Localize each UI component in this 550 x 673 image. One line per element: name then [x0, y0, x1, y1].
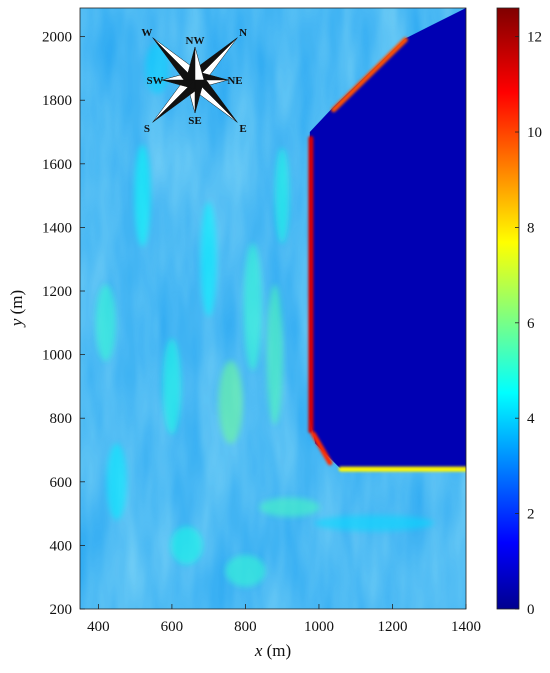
- compass-rose: N NE E SE S SW W NW: [141, 27, 247, 135]
- x-axis-label: x (m): [254, 641, 291, 660]
- y-tick-label: 200: [50, 602, 73, 618]
- land-mass: [309, 8, 466, 470]
- velocity-streak: [200, 201, 217, 317]
- velocity-streak: [145, 42, 170, 94]
- x-tick-label: 400: [87, 619, 110, 635]
- velocity-streak: [106, 443, 127, 520]
- plot-frame: [79, 7, 467, 610]
- x-tick-label: 800: [234, 619, 257, 635]
- velocity-streak: [218, 360, 243, 444]
- colorbar-tick-label: 2: [527, 507, 535, 523]
- y-axis: 200 400 600 800 1000 1200 1400 1600 1800 2000: [42, 30, 85, 618]
- compass-label: NE: [227, 75, 242, 87]
- colorbar-tick-label: 4: [527, 411, 535, 427]
- velocity-streak: [314, 515, 435, 532]
- high-speed-edge: [310, 431, 333, 466]
- high-speed-edge: [331, 37, 408, 113]
- high-speed-edges: [308, 37, 466, 472]
- compass-label: W: [141, 27, 152, 39]
- y-tick-label: 1400: [42, 220, 72, 236]
- compass-label: S: [144, 123, 150, 135]
- velocity-streak: [243, 243, 262, 371]
- x-tick-label: 600: [161, 619, 184, 635]
- x-axis: 400 600 800 1000 1200 1400: [87, 604, 481, 635]
- y-tick-label: 2000: [42, 30, 72, 46]
- colorbar-tick-label: 10: [527, 125, 542, 141]
- compass-label: SE: [188, 115, 201, 127]
- velocity-streak: [170, 526, 203, 565]
- land-polygon: [309, 8, 466, 470]
- velocity-streak: [259, 497, 320, 517]
- plot-area: N NE E SE S SW W NW: [80, 8, 466, 609]
- velocity-highlights: [95, 42, 435, 587]
- colorbar-tick-label: 0: [527, 602, 535, 618]
- velocity-streak: [225, 554, 266, 587]
- colorbar-tick-label: 12: [527, 30, 542, 46]
- x-tick-label: 1000: [304, 619, 334, 635]
- velocity-streak: [162, 338, 181, 435]
- colorbar-ticks: 0 2 4 6 8 10 12: [515, 30, 542, 618]
- velocity-streak: [266, 284, 283, 425]
- x-tick-label: 1400: [451, 619, 481, 635]
- y-tick-label: 400: [50, 538, 73, 554]
- colorbar-tick-label: 6: [527, 316, 535, 332]
- y-tick-label: 1000: [42, 348, 72, 364]
- y-axis-label: y (m): [7, 290, 26, 328]
- velocity-streak: [95, 284, 116, 361]
- y-tick-label: 1600: [42, 157, 72, 173]
- y-tick-label: 1800: [42, 93, 72, 109]
- compass-point-light: [194, 46, 205, 81]
- compass-label: E: [239, 123, 246, 135]
- x-tick-label: 1200: [377, 619, 407, 635]
- colorbar-tick-label: 8: [527, 220, 535, 236]
- compass-label: NW: [186, 35, 205, 47]
- velocity-streak: [275, 147, 290, 244]
- y-tick-label: 800: [50, 411, 73, 427]
- y-tick-label: 1200: [42, 284, 72, 300]
- compass-label: N: [239, 27, 247, 39]
- colorbar: [496, 7, 520, 610]
- y-tick-label: 600: [50, 475, 73, 491]
- compass-label: SW: [146, 75, 163, 87]
- velocity-streak: [134, 144, 151, 247]
